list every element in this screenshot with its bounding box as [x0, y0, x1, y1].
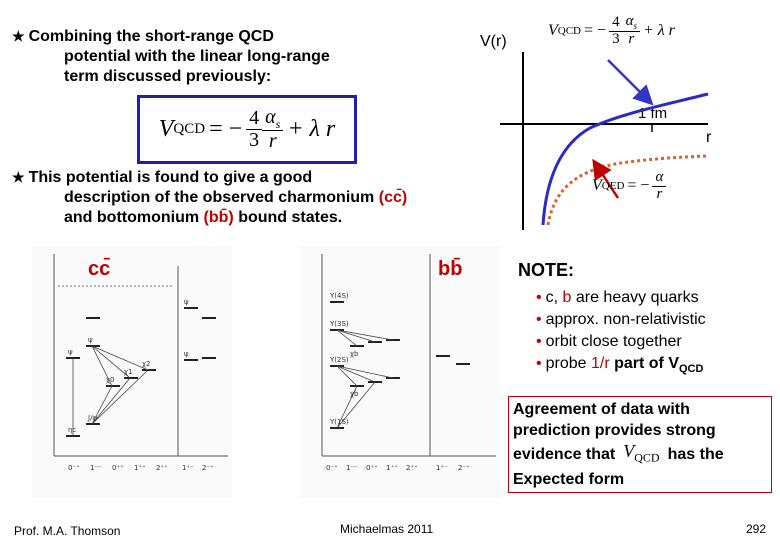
svg-text:χ1: χ1 — [124, 368, 133, 376]
note-list: c, b are heavy quarks approx. non-relati… — [518, 287, 768, 380]
svg-text:Υ(4S): Υ(4S) — [329, 292, 349, 300]
bottomonium-spectrum-figure: Υ(1S) Υ(2S) Υ(3S) Υ(4S) χb χb 0⁻⁺ 1⁻⁻ 0⁺⁺ 1⁺⁺ 2… — [300, 246, 500, 498]
svg-text:2⁻⁺: 2⁻⁺ — [202, 464, 214, 472]
bullet-1-line-2: potential with the linear long-range — [64, 48, 330, 65]
charmonium-spectrum-figure: ψ ψ ηc J/ψ χ0 χ1 χ2 ψ ψ 0⁻⁺ 1⁻⁻ 0⁺⁺ 1⁺⁺ 2⁺⁺ 1⁺⁻ 2⁻… — [32, 246, 232, 498]
svg-text:0⁺⁺: 0⁺⁺ — [366, 464, 378, 472]
bullet-1-line-3: term discussed previously: — [64, 68, 272, 85]
agreement-line-2: prediction provides strong — [513, 422, 716, 439]
note-item-3: orbit close together — [536, 331, 768, 353]
bullet-2-line-1: This potential is found to give a good — [28, 169, 313, 186]
svg-text:Υ(3S): Υ(3S) — [329, 320, 349, 328]
qed-equation: V QED = − α r — [592, 169, 667, 203]
footer-page-number: 292 — [746, 522, 767, 536]
qed-pointer-arrow — [592, 158, 620, 199]
bullet-2: ★ This potential is found to give a good … — [12, 169, 408, 226]
svg-text:0⁻⁺: 0⁻⁺ — [68, 464, 80, 472]
qcd-equation-box: V QCD = − 4 3 αs r + λ r — [137, 95, 357, 164]
charmonium-tag: (cc̄) — [378, 189, 408, 206]
qcd-potential-curve — [541, 92, 709, 226]
qcd-pointer-arrow — [607, 59, 654, 106]
bullet-1-line-1: Combining the short-range QCD — [28, 28, 274, 45]
bottomonium-tag: (bb̄) — [203, 209, 234, 226]
potential-graph: V(r) r 1 fm — [480, 33, 712, 230]
charmonium-spectrum-diagram: ψ ψ ηc J/ψ χ0 χ1 χ2 ψ ψ 0⁻⁺ 1⁻⁻ 0⁺⁺ 1⁺⁺ 2⁺⁺ 1⁺⁻ 2⁻… — [53, 254, 228, 472]
svg-text:ψ: ψ — [184, 298, 189, 306]
note-item-4: probe 1/r part of VQCD — [536, 353, 768, 380]
charmonium-label: cc̄ — [88, 258, 111, 280]
alpha-fraction: αs r — [262, 106, 284, 153]
svg-text:ψ: ψ — [184, 350, 189, 358]
x-axis-label: r — [706, 129, 712, 146]
agreement-vqcd: VQCD — [623, 441, 660, 465]
svg-text:χ2: χ2 — [142, 360, 151, 368]
star-bullet-icon: ★ — [12, 28, 25, 44]
svg-text:ηc: ηc — [68, 426, 76, 434]
svg-text:2⁻⁺: 2⁻⁺ — [458, 464, 470, 472]
svg-text:0⁻⁺: 0⁻⁺ — [326, 464, 338, 472]
note-section: NOTE: c, b are heavy quarks approx. non-… — [518, 260, 768, 380]
qed-potential-curve — [546, 154, 709, 226]
agreement-line-4: Expected form — [513, 470, 625, 488]
bullet-1: ★ Combining the short-range QCD potential… — [12, 26, 412, 87]
svg-text:χ0: χ0 — [106, 376, 115, 384]
svg-text:χb: χb — [350, 350, 359, 358]
svg-text:1⁺⁻: 1⁺⁻ — [182, 464, 194, 472]
footer-term: Michaelmas 2011 — [340, 522, 434, 536]
bottomonium-spectrum-diagram: Υ(1S) Υ(2S) Υ(3S) Υ(4S) χb χb 0⁻⁺ 1⁻⁻ 0⁺⁺ 1⁺⁺ 2… — [321, 254, 496, 472]
coef-fraction: 4 3 — [246, 108, 263, 151]
note-title: NOTE: — [518, 260, 574, 280]
svg-text:1⁻⁻: 1⁻⁻ — [90, 464, 102, 472]
svg-text:1⁺⁻: 1⁺⁻ — [436, 464, 448, 472]
star-bullet-icon-2: ★ — [12, 169, 25, 185]
svg-text:ψ: ψ — [68, 348, 73, 356]
bullet-2-line-2: description of the observed charmonium — [64, 189, 375, 206]
svg-text:1⁺⁺: 1⁺⁺ — [386, 464, 398, 472]
agreement-box: Agreement of data with prediction provid… — [508, 396, 772, 493]
agreement-line-1: Agreement of data with — [513, 401, 690, 418]
svg-text:2⁺⁺: 2⁺⁺ — [156, 464, 168, 472]
svg-text:Υ(1S): Υ(1S) — [329, 418, 349, 426]
bottomonium-label: bb̄ — [438, 258, 463, 280]
footer-author: Prof. M.A. Thomson — [14, 524, 121, 538]
svg-text:Υ(2S): Υ(2S) — [329, 356, 349, 364]
svg-text:χb: χb — [350, 390, 359, 398]
svg-text:1⁺⁺: 1⁺⁺ — [134, 464, 146, 472]
svg-text:1⁻⁻: 1⁻⁻ — [346, 464, 358, 472]
y-axis-label: V(r) — [480, 33, 507, 50]
note-item-1: c, b are heavy quarks — [536, 287, 768, 309]
svg-text:J/ψ: J/ψ — [87, 414, 97, 422]
graph-qcd-equation: V QCD = − 4 3 αs r + λ r — [548, 13, 675, 48]
qcd-equation: V QCD = − 4 3 αs r + λ r — [158, 105, 336, 153]
note-item-2: approx. non-relativistic — [536, 309, 768, 331]
svg-text:2⁺⁺: 2⁺⁺ — [406, 464, 418, 472]
svg-text:ψ: ψ — [88, 336, 93, 344]
svg-text:0⁺⁺: 0⁺⁺ — [112, 464, 124, 472]
